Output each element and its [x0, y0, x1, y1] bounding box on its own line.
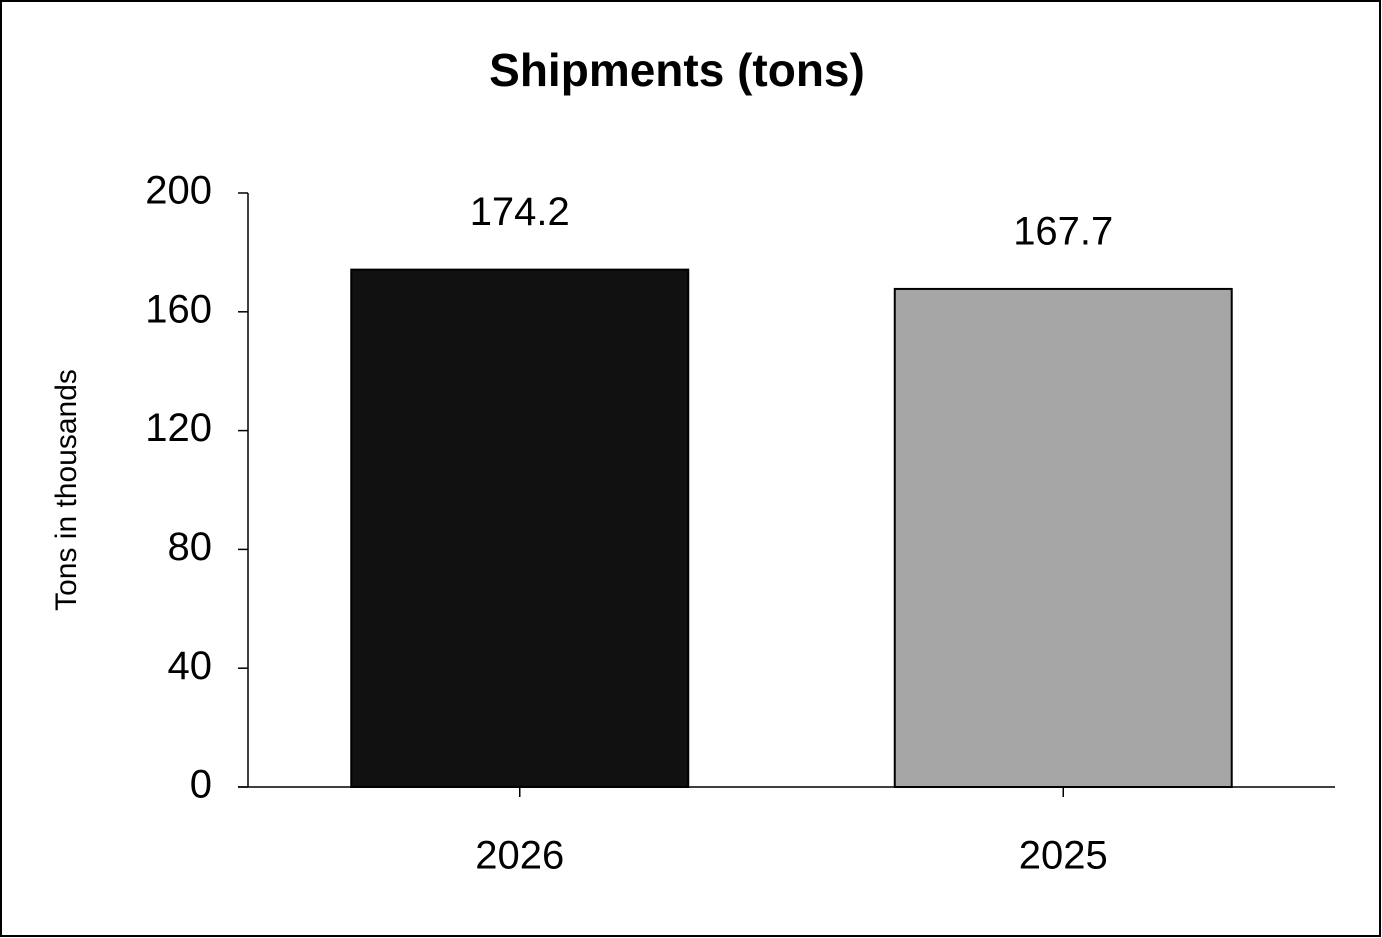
x-tick-label: 2025 — [1019, 834, 1108, 878]
y-tick-label: 160 — [145, 287, 212, 331]
value-label: 174.2 — [470, 190, 570, 234]
y-axis-label: Tons in thousands — [50, 369, 83, 611]
chart-title: Shipments (tons) — [489, 44, 865, 96]
bar — [350, 268, 690, 789]
value-label: 167.7 — [1013, 209, 1113, 253]
x-tick-label: 2026 — [475, 834, 564, 878]
y-tick-label: 40 — [168, 644, 213, 688]
y-tick-label: 200 — [145, 169, 212, 213]
bar — [893, 287, 1233, 788]
y-tick-label: 0 — [190, 763, 212, 807]
y-tick-label: 80 — [168, 525, 213, 569]
y-tick-label: 120 — [145, 406, 212, 450]
